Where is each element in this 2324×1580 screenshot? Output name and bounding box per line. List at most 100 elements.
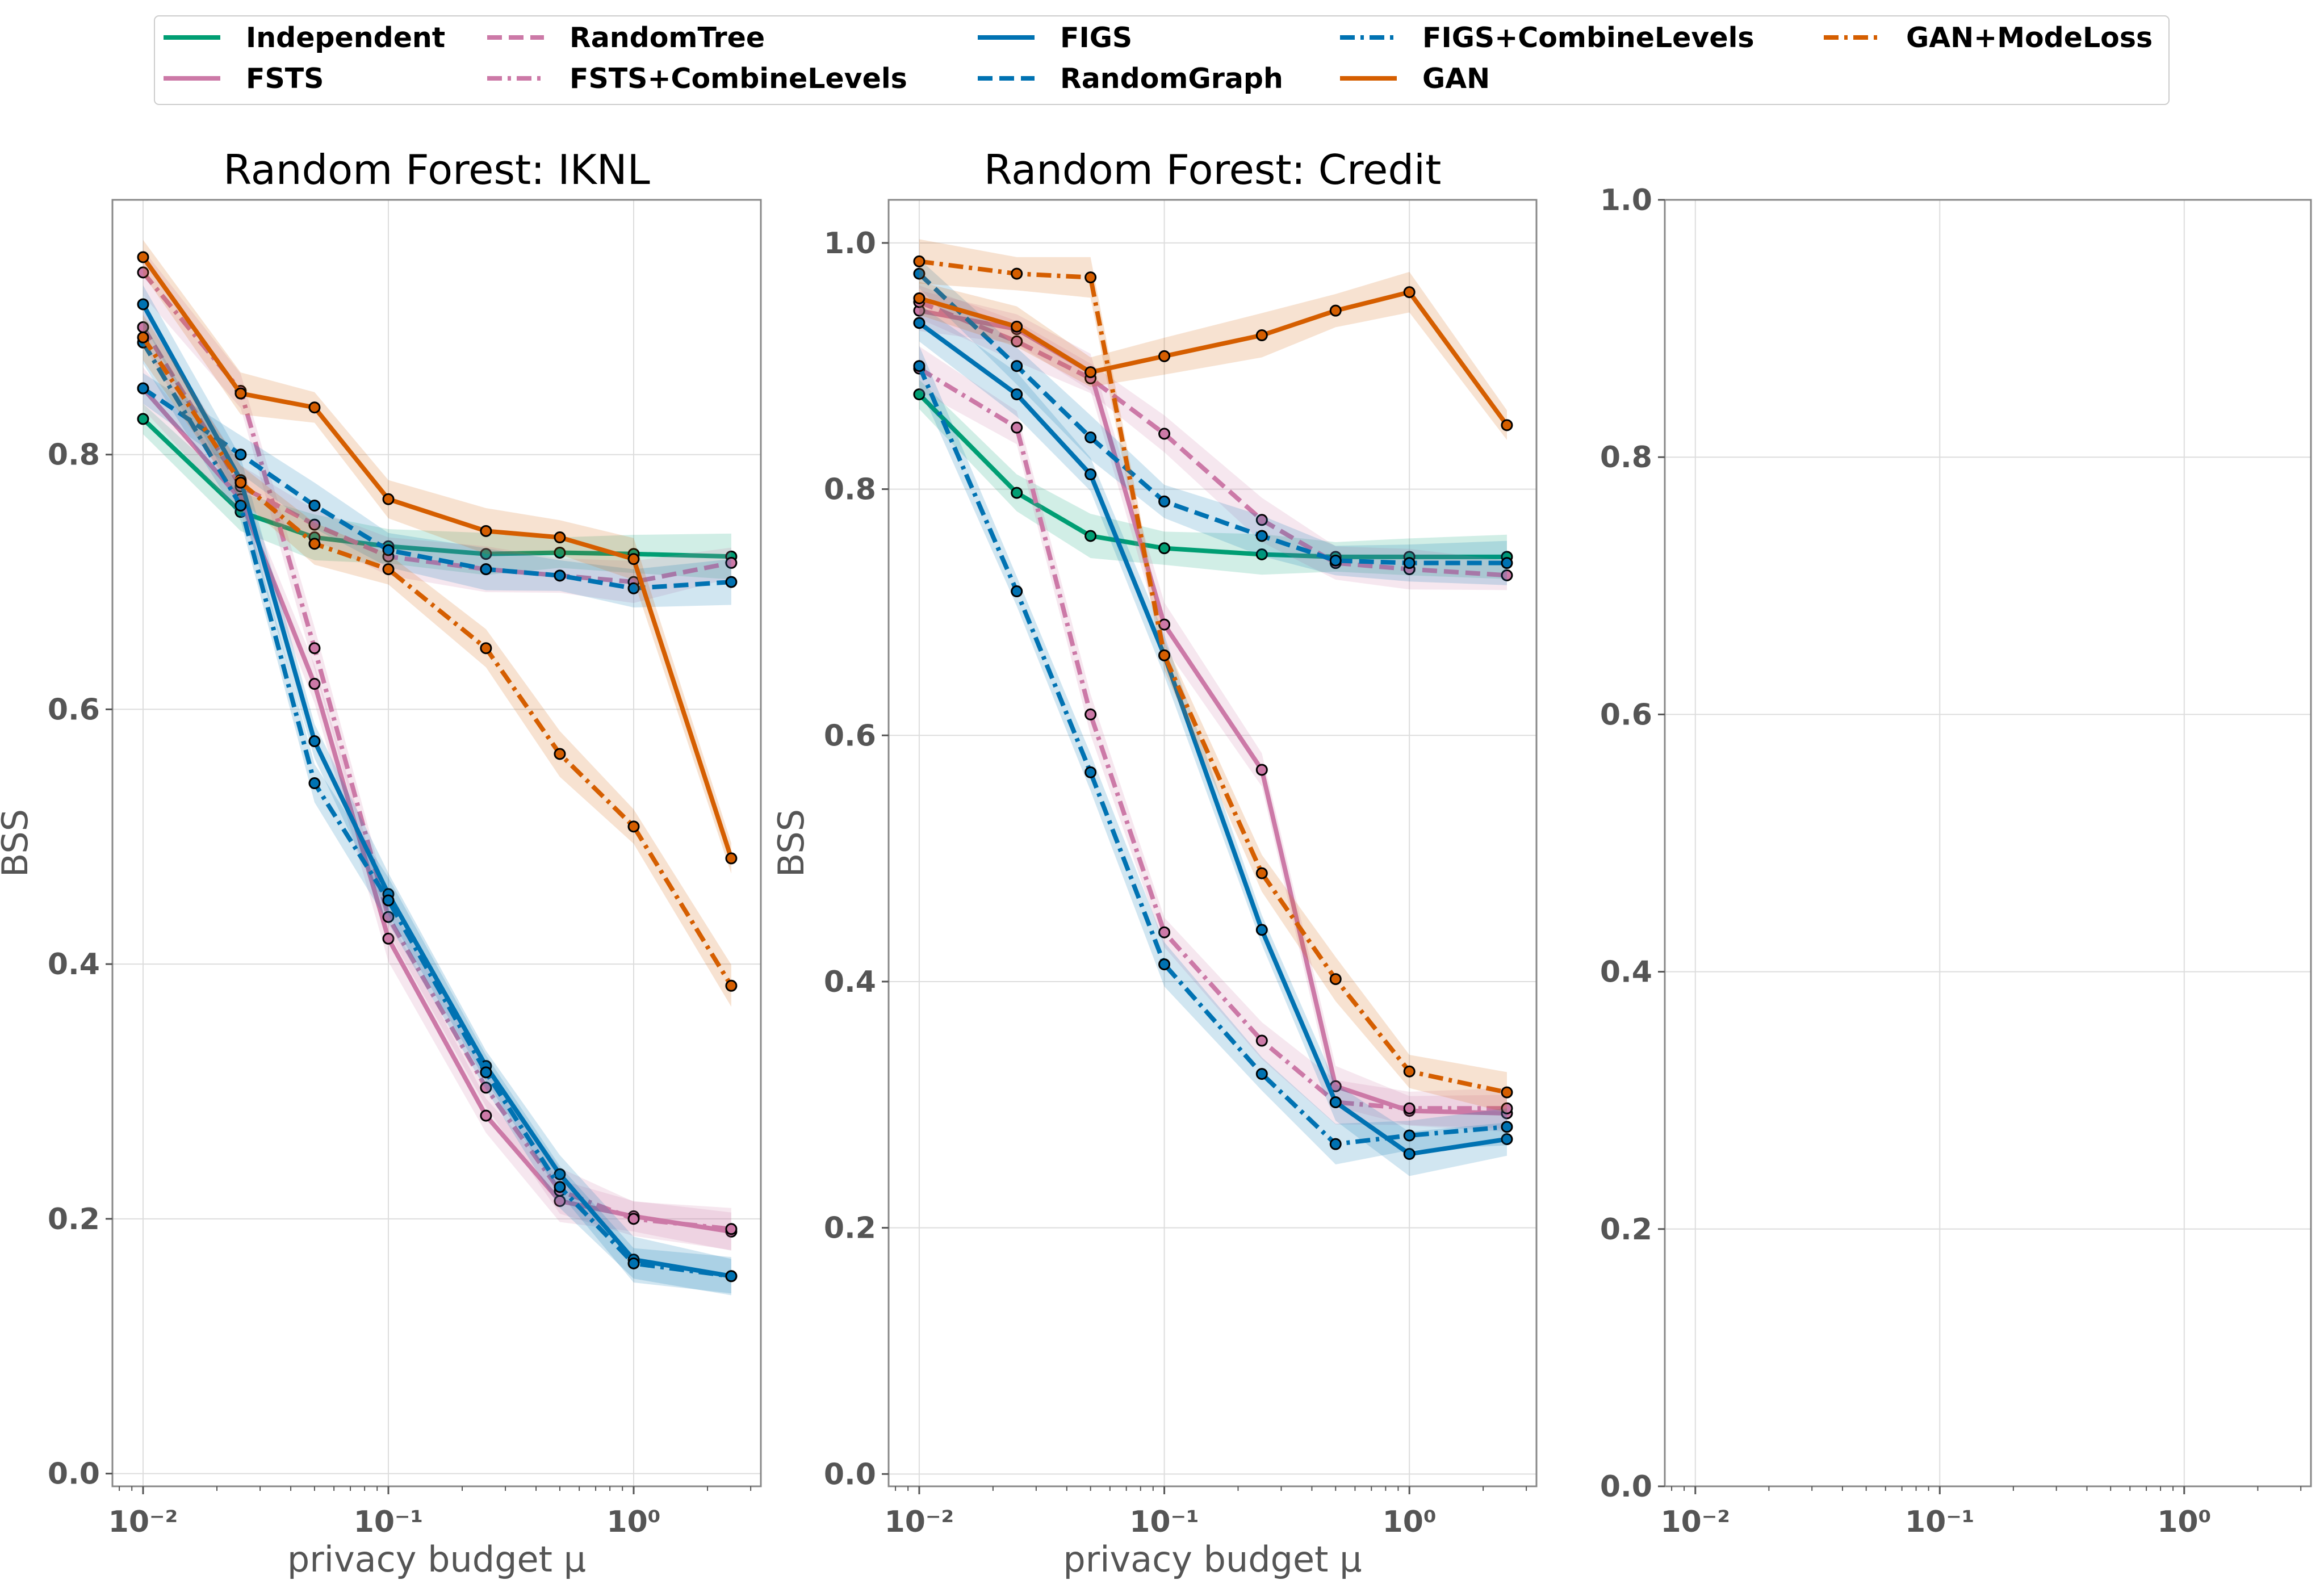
y-tick-label: 0.6: [824, 719, 876, 753]
data-point: [1255, 530, 1268, 542]
data-point: [137, 266, 149, 279]
x-tick-label: 10⁰: [606, 1505, 660, 1539]
data-point: [1255, 329, 1268, 342]
series-line: [917, 365, 1508, 1147]
data-point: [1011, 360, 1023, 372]
data-point: [1011, 421, 1023, 434]
grid: [1665, 199, 2311, 1487]
x-tick-label: 10⁰: [1383, 1505, 1437, 1539]
x-tick-label: 10⁻¹: [354, 1505, 424, 1539]
data-point: [554, 748, 566, 760]
data-point: [1403, 1102, 1416, 1114]
data-point: [1501, 1121, 1513, 1133]
series-line: [918, 321, 1508, 1156]
y-tick-label: 0.8: [824, 473, 876, 507]
legend-label: GAN: [1422, 62, 1490, 95]
data-point: [1158, 926, 1171, 938]
data-point: [235, 499, 247, 512]
data-point: [1255, 1034, 1268, 1047]
legend-label: FIGS: [1060, 22, 1132, 54]
series-line: [918, 290, 1509, 427]
data-point: [725, 1270, 738, 1283]
y-tick-label: 0.2: [48, 1202, 100, 1237]
chart-panel: 0.0 0.2 0.4 0.6 0.8 10⁻² 10⁻¹ 10⁰ Random Forest:…: [0, 146, 762, 1580]
data-point: [913, 292, 926, 304]
y-tick-label: 0.6: [48, 693, 100, 727]
data-point: [480, 1082, 492, 1094]
y-tick-label: 0.8: [1600, 441, 1652, 475]
legend-label: GAN+ModeLoss: [1906, 22, 2153, 54]
series-gan-modeloss: [913, 239, 1513, 1113]
data-point: [627, 820, 640, 833]
chart-title: Random Forest: IKNL: [223, 146, 650, 194]
data-point: [235, 387, 247, 400]
legend-item: FSTS: [164, 62, 324, 95]
y-tick-label: 1.0: [824, 227, 876, 261]
legend-label: RandomTree: [570, 22, 765, 54]
data-point: [382, 932, 395, 945]
x-axis-label: privacy budget μ: [287, 1539, 586, 1580]
data-point: [137, 251, 149, 263]
series-line: [141, 341, 732, 1279]
data-point: [480, 563, 492, 576]
data-point: [913, 360, 926, 372]
data-point: [382, 544, 395, 556]
legend-item: FIGS: [978, 22, 1132, 54]
confidence-band: [143, 403, 731, 580]
data-point: [1158, 495, 1171, 508]
y-tick-label: 0.6: [1600, 698, 1652, 732]
data-point: [1158, 649, 1171, 661]
data-point: [308, 777, 321, 790]
data-point: [1011, 487, 1023, 499]
series-line: [141, 386, 732, 591]
series-independent: [913, 379, 1513, 579]
chart-title: Random Forest: Credit: [984, 146, 1442, 194]
data-point: [382, 493, 395, 505]
y-axis-label: BSS: [0, 809, 36, 877]
data-point: [1403, 1065, 1416, 1078]
data-point: [554, 546, 566, 559]
series-line: [919, 259, 1508, 1095]
data-point: [913, 317, 926, 329]
x-axis-label: privacy budget μ: [1063, 1539, 1362, 1580]
x-tick-label: 10⁻¹: [1129, 1505, 1199, 1539]
data-point: [1084, 766, 1097, 778]
data-point: [1501, 1086, 1513, 1099]
confidence-band: [919, 259, 1507, 585]
data-point: [1011, 388, 1023, 401]
data-point: [382, 894, 395, 907]
legend-label: FSTS: [246, 62, 324, 95]
series-line: [141, 303, 732, 1279]
data-point: [308, 401, 321, 414]
data-point: [1501, 1102, 1513, 1114]
data-point: [554, 1181, 566, 1193]
series-line: [918, 300, 1508, 578]
data-point: [1329, 973, 1342, 986]
series-line: [141, 271, 732, 1231]
data-point: [913, 255, 926, 267]
legend-label: FSTS+CombineLevels: [570, 62, 907, 95]
y-tick-label: 0.2: [824, 1212, 876, 1246]
data-point: [725, 979, 738, 992]
data-point: [913, 267, 926, 280]
data-point: [480, 525, 492, 537]
data-point: [1084, 468, 1097, 481]
legend-label: FIGS+CombineLevels: [1422, 22, 1754, 54]
confidence-band: [143, 314, 731, 1007]
y-axis-label: BSS: [771, 809, 812, 877]
data-point: [627, 582, 640, 594]
data-point: [235, 476, 247, 489]
data-point: [382, 563, 395, 576]
confidence-band: [919, 271, 1507, 440]
data-point: [1158, 958, 1171, 971]
plot-frame: [1664, 199, 2312, 1487]
series-gan: [137, 240, 738, 874]
data-point: [1329, 554, 1342, 567]
data-point: [1011, 585, 1023, 598]
data-point: [1403, 557, 1416, 569]
data-point: [1158, 618, 1171, 631]
data-point: [1329, 1096, 1342, 1108]
legend: Independent FSTS RandomTree FSTS+CombineLev…: [154, 15, 2170, 105]
y-tick-label: 1.0: [1600, 183, 1652, 217]
data-point: [725, 556, 738, 569]
